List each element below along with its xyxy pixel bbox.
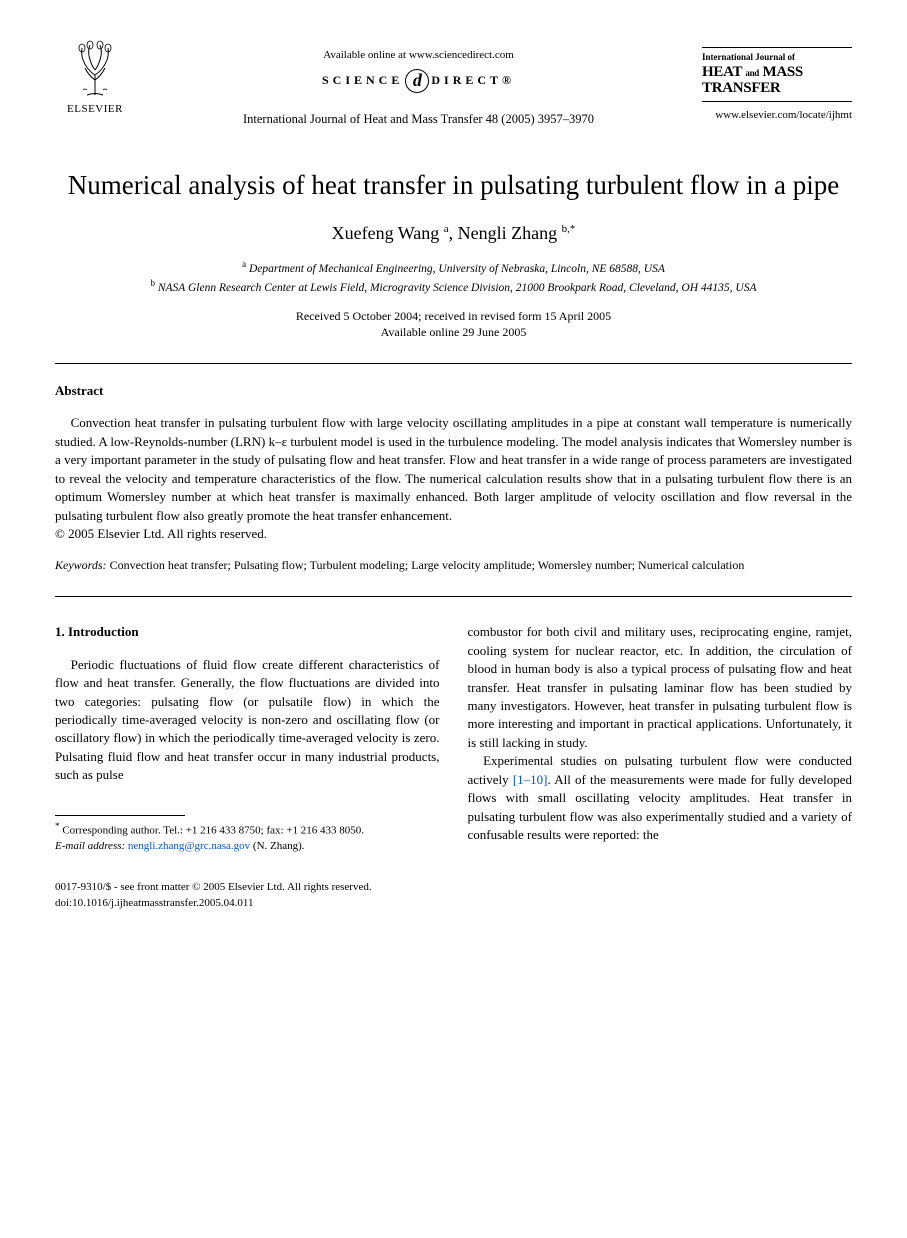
affiliation-a: a Department of Mechanical Engineering, … [55, 258, 852, 277]
email-label: E-mail address: [55, 840, 125, 852]
journal-heat: HEAT [702, 64, 742, 80]
reference-link-1-10[interactable]: [1–10] [513, 772, 548, 787]
journal-url[interactable]: www.elsevier.com/locate/ijhmt [702, 108, 852, 123]
main-columns: 1. Introduction Periodic fluctuations of… [55, 623, 852, 854]
header-center: Available online at www.sciencedirect.co… [135, 40, 702, 129]
author-2-sup: b,* [562, 223, 576, 235]
authors: Xuefeng Wang a, Nengli Zhang b,* [55, 221, 852, 246]
separator-bottom [55, 596, 852, 597]
page-footer: 0017-9310/$ - see front matter © 2005 El… [55, 880, 852, 911]
journal-title-line1: HEAT and MASS [702, 64, 852, 81]
column-left: 1. Introduction Periodic fluctuations of… [55, 623, 440, 854]
science-direct-right: DIRECT® [431, 73, 515, 87]
journal-cover: International Journal of HEAT and MASS T… [702, 40, 852, 102]
available-date: Available online 29 June 2005 [55, 324, 852, 341]
publisher-name: ELSEVIER [67, 102, 123, 117]
received-date: Received 5 October 2004; received in rev… [55, 308, 852, 325]
author-2: Nengli Zhang [458, 223, 562, 243]
footer-doi: doi:10.1016/j.ijheatmasstransfer.2005.04… [55, 896, 852, 911]
paper-title: Numerical analysis of heat transfer in p… [55, 169, 852, 203]
paper-header: ELSEVIER Available online at www.science… [55, 40, 852, 129]
intro-para-1: Periodic fluctuations of fluid flow crea… [55, 656, 440, 785]
separator-top [55, 363, 852, 364]
keywords-block: Keywords: Convection heat transfer; Puls… [55, 557, 852, 574]
abstract-body: Convection heat transfer in pulsating tu… [55, 414, 852, 525]
email-affil: (N. Zhang). [253, 840, 305, 852]
abstract-heading: Abstract [55, 382, 852, 400]
science-direct-left: SCIENCE [322, 73, 403, 87]
citation-line: International Journal of Heat and Mass T… [135, 111, 702, 129]
footnote-star: * [55, 821, 60, 831]
aff-sup-b: b [150, 278, 155, 288]
title-block: Numerical analysis of heat transfer in p… [55, 169, 852, 341]
footer-issn: 0017-9310/$ - see front matter © 2005 El… [55, 880, 852, 895]
corresponding-email[interactable]: nengli.zhang@grc.nasa.gov [128, 840, 250, 852]
footnote-rule [55, 815, 185, 816]
affiliation-b: b NASA Glenn Research Center at Lewis Fi… [55, 277, 852, 296]
science-direct-logo: SCIENCEdDIRECT® [135, 69, 702, 93]
email-footnote: E-mail address: nengli.zhang@grc.nasa.go… [55, 839, 440, 854]
corresponding-author-footnote: * Corresponding author. Tel.: +1 216 433… [55, 820, 440, 839]
journal-cover-block: International Journal of HEAT and MASS T… [702, 40, 852, 123]
aff-text-a: Department of Mechanical Engineering, Un… [249, 263, 665, 275]
journal-intl-label: International Journal of [702, 51, 852, 64]
elsevier-tree-icon [65, 40, 125, 100]
author-sep: , [449, 223, 458, 243]
author-1: Xuefeng Wang [332, 223, 444, 243]
abstract-copyright: © 2005 Elsevier Ltd. All rights reserved… [55, 525, 852, 543]
journal-and: and [745, 68, 759, 78]
intro-para-3: Experimental studies on pulsating turbul… [468, 752, 853, 844]
intro-para-2: combustor for both civil and military us… [468, 623, 853, 752]
science-direct-d-icon: d [405, 69, 429, 93]
corresponding-text: Corresponding author. Tel.: +1 216 433 8… [62, 824, 364, 836]
journal-mass: MASS [762, 64, 802, 80]
section-1-heading: 1. Introduction [55, 623, 440, 641]
column-right: combustor for both civil and military us… [468, 623, 853, 854]
aff-text-b: NASA Glenn Research Center at Lewis Fiel… [158, 282, 757, 294]
publisher-logo: ELSEVIER [55, 40, 135, 125]
available-online-text: Available online at www.sciencedirect.co… [135, 48, 702, 63]
dates-block: Received 5 October 2004; received in rev… [55, 308, 852, 342]
aff-sup-a: a [242, 259, 246, 269]
keywords-label: Keywords: [55, 558, 107, 572]
journal-title-line2: TRANSFER [702, 80, 852, 97]
keywords-text: Convection heat transfer; Pulsating flow… [110, 558, 745, 572]
footnote-block: * Corresponding author. Tel.: +1 216 433… [55, 820, 440, 854]
